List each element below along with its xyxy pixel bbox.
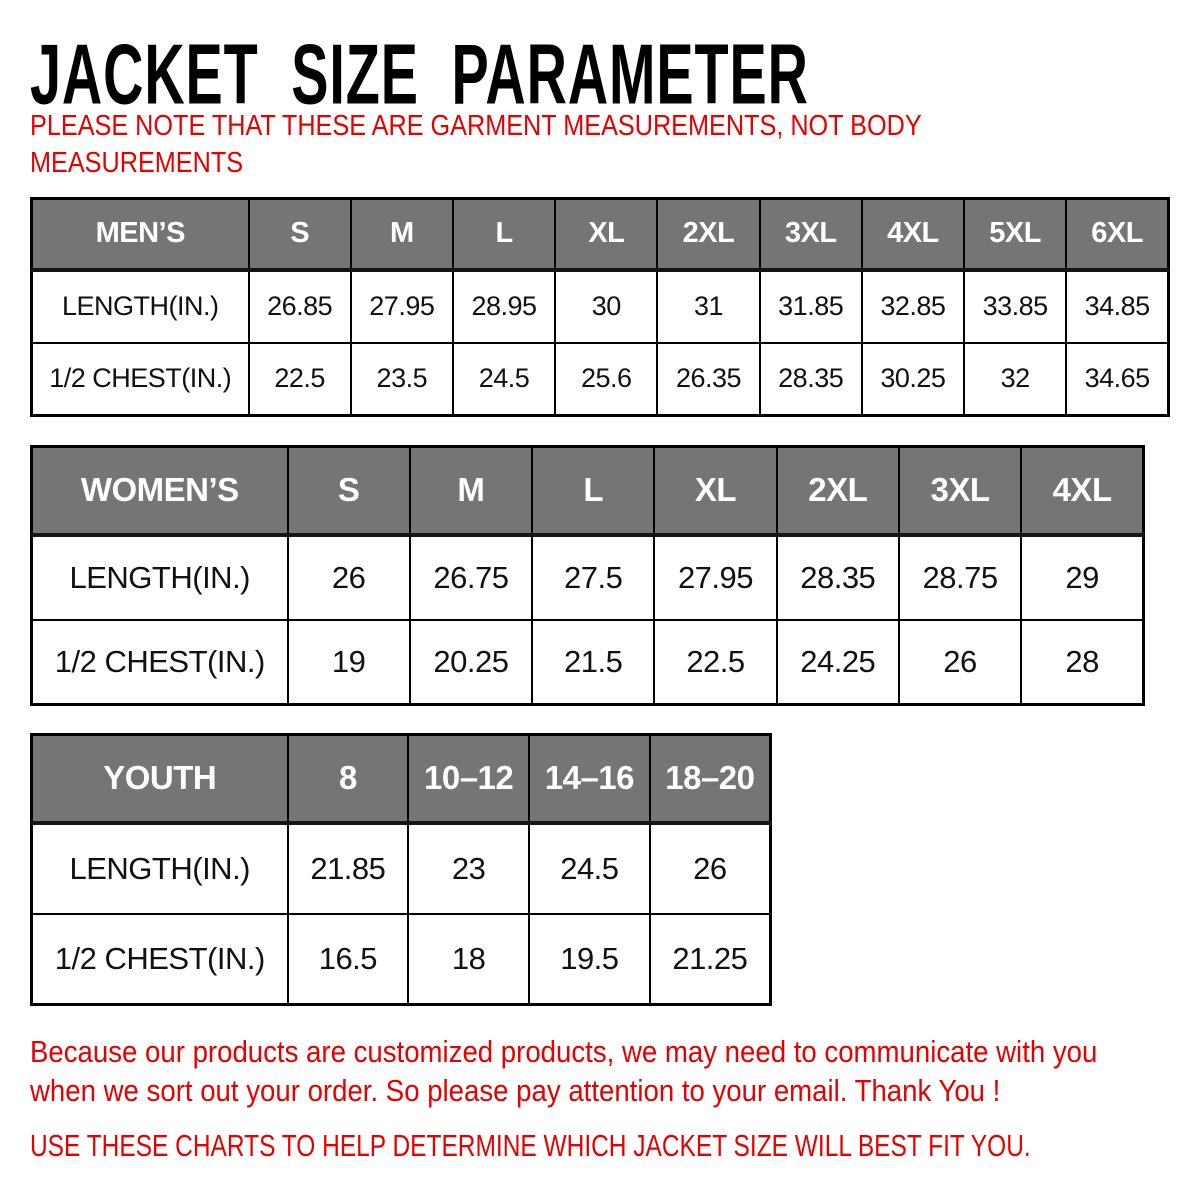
mens-table-title-cell: MEN’S	[30, 197, 250, 271]
customization-notice-line-1: Because our products are customized prod…	[30, 1034, 1098, 1069]
size-header-cell: XL	[653, 445, 778, 536]
measurement-cell: 27.5	[531, 533, 656, 621]
measurement-cell: 28.95	[451, 268, 557, 344]
size-header-cell: S	[247, 197, 352, 271]
row-label: LENGTH(IN.)	[30, 533, 289, 621]
measurement-cell: 28	[1020, 618, 1145, 706]
measurement-cell: 18	[407, 912, 530, 1006]
measurement-cell: 31.85	[758, 268, 863, 344]
size-header-cell: 18–20	[648, 733, 772, 824]
mens-header-row: MEN’S S M L XL 2XL 3XL 4XL 5XL 6XL	[30, 197, 1170, 271]
measurement-cell: 22.5	[247, 341, 352, 417]
measurement-cell: 26	[286, 533, 411, 621]
size-header-cell: S	[286, 445, 411, 536]
customization-notice-line-2: when we sort out your order. So please p…	[30, 1073, 1001, 1108]
measurement-cell: 21.5	[531, 618, 656, 706]
size-header-cell: 4XL	[860, 197, 966, 271]
measurement-cell: 26	[648, 821, 772, 915]
measurement-cell: 30	[554, 268, 659, 344]
size-header-cell: 4XL	[1020, 445, 1145, 536]
measurement-cell: 24.5	[528, 821, 651, 915]
measurement-cell: 21.85	[286, 821, 410, 915]
mens-size-table: MEN’S S M L XL 2XL 3XL 4XL 5XL 6XL LENGT…	[30, 197, 1170, 417]
youth-length-row: LENGTH(IN.) 21.85 23 24.5 26	[30, 821, 772, 915]
womens-size-table: WOMEN’S S M L XL 2XL 3XL 4XL LENGTH(IN.)…	[30, 445, 1145, 706]
measurement-cell: 26.85	[247, 268, 352, 344]
measurement-cell: 34.65	[1065, 341, 1170, 417]
note-line-1: PLEASE NOTE THAT THESE ARE GARMENT MEASU…	[30, 110, 922, 142]
womens-table-title-cell: WOMEN’S	[30, 445, 289, 536]
garment-measurement-note: PLEASE NOTE THAT THESE ARE GARMENT MEASU…	[30, 108, 922, 182]
youth-table-title-cell: YOUTH	[30, 733, 289, 824]
measurement-cell: 27.95	[349, 268, 454, 344]
note-line-2: MEASUREMENTS	[30, 147, 244, 179]
womens-length-row: LENGTH(IN.) 26 26.75 27.5 27.95 28.35 28…	[30, 533, 1145, 621]
size-header-cell: M	[408, 445, 534, 536]
measurement-cell: 20.25	[408, 618, 534, 706]
row-label: 1/2 CHEST(IN.)	[30, 341, 250, 417]
mens-chest-row: 1/2 CHEST(IN.) 22.5 23.5 24.5 25.6 26.35…	[30, 341, 1170, 417]
size-header-cell: XL	[554, 197, 659, 271]
measurement-cell: 32.85	[860, 268, 966, 344]
measurement-cell: 26	[897, 618, 1023, 706]
measurement-cell: 28.35	[758, 341, 863, 417]
measurement-cell: 23.5	[349, 341, 454, 417]
youth-header-row: YOUTH 8 10–12 14–16 18–20	[30, 733, 772, 824]
measurement-cell: 28.35	[775, 533, 900, 621]
row-label: LENGTH(IN.)	[30, 268, 250, 344]
size-header-cell: 8	[286, 733, 410, 824]
size-header-cell: 2XL	[656, 197, 761, 271]
row-label: LENGTH(IN.)	[30, 821, 289, 915]
measurement-cell: 25.6	[554, 341, 659, 417]
measurement-cell: 21.25	[648, 912, 772, 1006]
measurement-cell: 34.85	[1065, 268, 1170, 344]
youth-chest-row: 1/2 CHEST(IN.) 16.5 18 19.5 21.25	[30, 912, 772, 1006]
measurement-cell: 26.75	[408, 533, 534, 621]
youth-size-table: YOUTH 8 10–12 14–16 18–20 LENGTH(IN.) 21…	[30, 733, 772, 1006]
size-header-cell: 6XL	[1065, 197, 1170, 271]
womens-chest-row: 1/2 CHEST(IN.) 19 20.25 21.5 22.5 24.25 …	[30, 618, 1145, 706]
row-label: 1/2 CHEST(IN.)	[30, 912, 289, 1006]
measurement-cell: 33.85	[963, 268, 1068, 344]
size-header-cell: L	[451, 197, 557, 271]
size-header-cell: L	[531, 445, 656, 536]
measurement-cell: 19.5	[528, 912, 651, 1006]
size-header-cell: M	[349, 197, 454, 271]
measurement-cell: 28.75	[897, 533, 1023, 621]
size-header-cell: 10–12	[407, 733, 530, 824]
size-header-cell: 3XL	[758, 197, 863, 271]
measurement-cell: 31	[656, 268, 761, 344]
measurement-cell: 29	[1020, 533, 1145, 621]
womens-header-row: WOMEN’S S M L XL 2XL 3XL 4XL	[30, 445, 1145, 536]
measurement-cell: 27.95	[653, 533, 778, 621]
measurement-cell: 26.35	[656, 341, 761, 417]
page-title: JACKET SIZE PARAMETER	[30, 27, 809, 123]
size-header-cell: 5XL	[963, 197, 1068, 271]
measurement-cell: 22.5	[653, 618, 778, 706]
row-label: 1/2 CHEST(IN.)	[30, 618, 289, 706]
size-header-cell: 3XL	[897, 445, 1023, 536]
measurement-cell: 19	[286, 618, 411, 706]
measurement-cell: 24.25	[775, 618, 900, 706]
measurement-cell: 23	[407, 821, 530, 915]
mens-length-row: LENGTH(IN.) 26.85 27.95 28.95 30 31 31.8…	[30, 268, 1170, 344]
chart-usage-tip: USE THESE CHARTS TO HELP DETERMINE WHICH…	[30, 1128, 1031, 1163]
size-header-cell: 2XL	[775, 445, 900, 536]
measurement-cell: 24.5	[451, 341, 557, 417]
measurement-cell: 16.5	[286, 912, 410, 1006]
customization-notice: Because our products are customized prod…	[30, 1032, 1097, 1110]
measurement-cell: 32	[963, 341, 1068, 417]
measurement-cell: 30.25	[860, 341, 966, 417]
size-header-cell: 14–16	[528, 733, 651, 824]
